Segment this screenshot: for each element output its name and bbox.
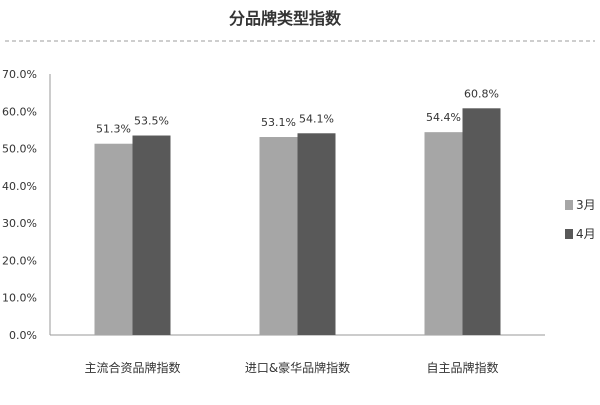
y-tick-label: 20.0%: [2, 254, 37, 267]
x-axis-labels: 主流合资品牌指数 进口&豪华品牌指数 自主品牌指数: [84, 360, 498, 375]
y-tick-label: 60.0%: [2, 105, 37, 118]
legend-label: 4月: [576, 227, 596, 241]
bar-value-label: 53.1%: [261, 116, 296, 129]
bar-value-label: 54.1%: [299, 112, 334, 125]
bar: [297, 133, 336, 335]
y-tick-label: 10.0%: [2, 292, 37, 305]
y-axis-ticks: 0.0% 10.0% 20.0% 30.0% 40.0% 50.0% 60.0% 70.0%: [2, 68, 37, 342]
legend-swatch: [565, 229, 573, 239]
x-tick-label: 主流合资品牌指数: [84, 360, 180, 375]
bar-value-label: 60.8%: [464, 87, 499, 100]
bar-value-label: 51.3%: [96, 123, 131, 136]
chart-title: 分品牌类型指数: [229, 9, 342, 28]
x-tick-label: 自主品牌指数: [426, 360, 498, 375]
y-tick-label: 70.0%: [2, 68, 37, 81]
bar-value-label: 53.5%: [134, 115, 169, 128]
legend: 3月 4月: [565, 198, 596, 241]
bar-value-label: 54.4%: [426, 111, 461, 124]
bar: [259, 137, 298, 335]
bar: [132, 135, 171, 335]
y-tick-label: 30.0%: [2, 217, 37, 230]
bar: [424, 132, 463, 335]
legend-swatch: [565, 200, 573, 210]
bar: [94, 143, 133, 335]
y-tick-label: 0.0%: [9, 329, 37, 342]
y-tick-label: 50.0%: [2, 143, 37, 156]
bar: [462, 108, 501, 335]
legend-label: 3月: [576, 198, 596, 212]
y-tick-label: 40.0%: [2, 180, 37, 193]
x-tick-label: 进口&豪华品牌指数: [245, 360, 350, 375]
bar-series: 51.3%53.5% 53.1% 54.1% 54.4%60.8%: [94, 87, 501, 335]
